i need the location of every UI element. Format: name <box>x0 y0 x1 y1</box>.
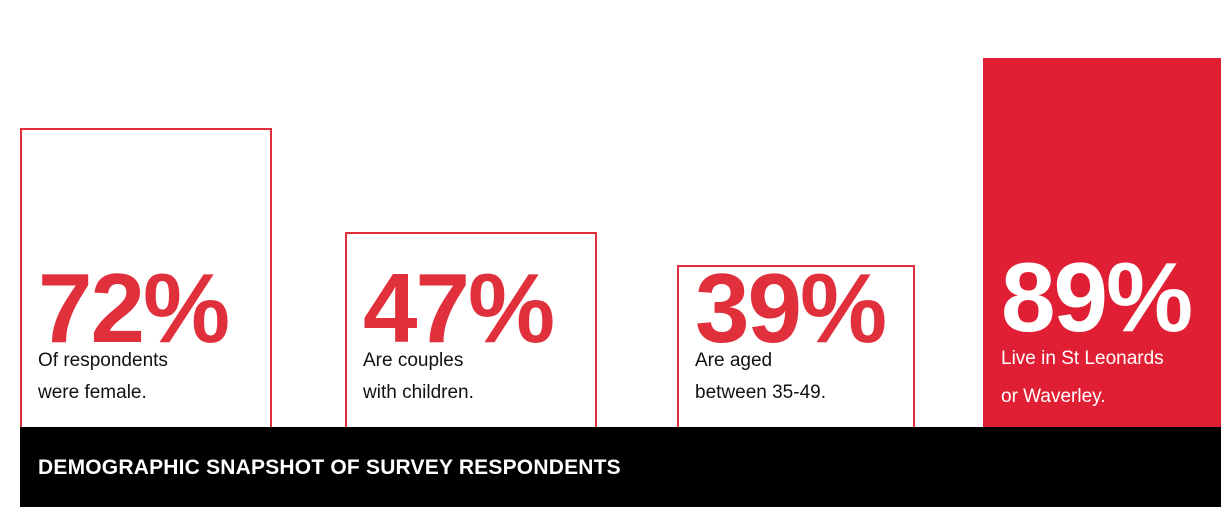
stat-card-aged: 39% Are aged between 35-49. <box>677 265 915 427</box>
stat-card-location: 89% Live in St Leonards or Waverley. <box>983 58 1221 427</box>
stat-caption-female-line-1: Of respondents <box>38 350 168 371</box>
stat-value-aged: 39% <box>695 265 887 363</box>
stat-caption-couples-line-1: Are couples <box>363 350 464 371</box>
stat-caption-couples-line-2: with children. <box>363 382 474 403</box>
stat-caption-aged-line-2: between 35-49. <box>695 382 826 403</box>
stat-caption-couples: Are couples with children. <box>363 345 474 409</box>
stat-caption-location: Live in St Leonards or Waverley. <box>1001 340 1164 416</box>
stat-card-female: 72% Of respondents were female. <box>20 128 272 427</box>
stat-value-couples: 47% <box>363 253 555 363</box>
chart-title: DEMOGRAPHIC SNAPSHOT OF SURVEY RESPONDEN… <box>38 456 621 479</box>
stat-caption-location-line-2: or Waverley. <box>1001 386 1106 407</box>
stat-caption-aged-line-1: Are aged <box>695 350 773 371</box>
stat-caption-female: Of respondents were female. <box>38 345 168 409</box>
stat-caption-location-line-1: Live in St Leonards <box>1001 348 1164 369</box>
stat-card-couples: 47% Are couples with children. <box>345 232 597 427</box>
stat-value-location: 89% <box>1001 242 1193 352</box>
stat-caption-female-line-2: were female. <box>38 382 147 403</box>
stat-caption-aged: Are aged between 35-49. <box>695 345 826 409</box>
stat-value-female: 72% <box>38 253 230 363</box>
chart-title-bar: DEMOGRAPHIC SNAPSHOT OF SURVEY RESPONDEN… <box>20 427 1221 507</box>
